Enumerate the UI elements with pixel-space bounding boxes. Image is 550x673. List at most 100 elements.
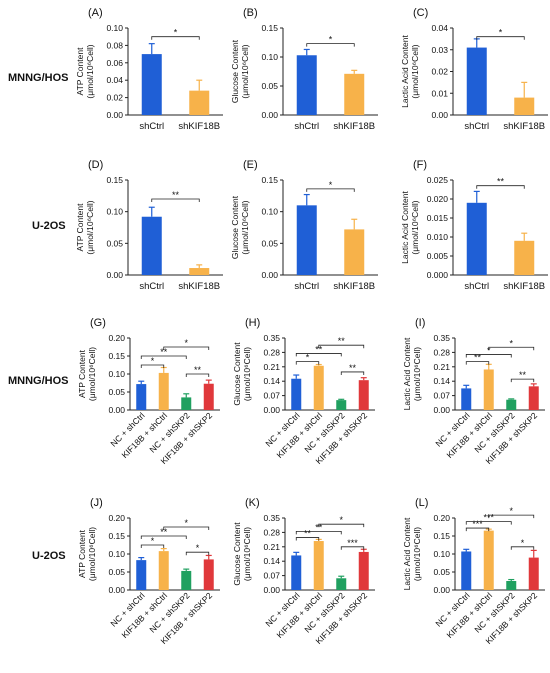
panel-f-bar <box>466 202 487 275</box>
panel-a-ylabel: ATP Content(μmol/10⁶Cell) <box>75 44 95 98</box>
panel-c-ytick-label: 0.04 <box>431 23 448 33</box>
panel-f-ylabel: Lactic Acid Content(μmol/10⁶Cell) <box>400 190 420 263</box>
panel-b-sig-bracket <box>306 43 355 47</box>
panel-f-letter: (F) <box>413 159 427 171</box>
panel-d-ytick-label: 0.15 <box>106 175 123 185</box>
panel-a-sig-label: * <box>174 28 178 38</box>
panel-l-ytick-label: 0.10 <box>433 549 450 559</box>
panel-e-ytick-label: 0.05 <box>261 238 278 248</box>
panel-j-bar <box>158 551 169 590</box>
panel-j: (J) 0.00 0.05 0.10 0.15 0.20 ATP Content(μmol/… <box>77 497 220 646</box>
panel-l-ytick-label: 0.15 <box>433 531 450 541</box>
panel-g-ytick-label: 0.05 <box>108 387 125 397</box>
panel-h-sig-label: ** <box>338 336 346 346</box>
panel-g-sig-label: * <box>151 356 155 366</box>
panel-h: (H) 0.00 0.07 0.14 0.21 0.28 0.35 Glucose Conte… <box>232 317 375 466</box>
panel-l-sig-bracket <box>510 546 535 550</box>
panel-j-letter: (J) <box>90 497 103 509</box>
panel-l-sig-bracket <box>465 527 490 532</box>
panel-i-bar <box>528 386 539 410</box>
panel-a-bar <box>189 90 210 115</box>
panel-j-bar <box>136 560 147 590</box>
panel-l-sig-label: * <box>509 506 513 516</box>
panel-b-letter: (B) <box>243 7 258 19</box>
panel-g-bar <box>181 397 192 410</box>
panel-d-sig-bracket <box>151 198 200 202</box>
panel-c-ytick-label: 0.02 <box>431 67 448 77</box>
panel-b-xtick-label: shKIF18B <box>333 121 375 132</box>
row-label-1: MNNG/HOS <box>8 72 69 84</box>
panel-i-ytick-label: 0.35 <box>433 333 450 343</box>
panel-f-xtick-label: shKIF18B <box>503 281 545 292</box>
panel-g-ytick-label: 0.00 <box>108 405 125 415</box>
panel-g-ytick-label: 0.10 <box>108 369 125 379</box>
panel-b-bar <box>344 73 365 115</box>
panel-i-ylabel: Lactic Acid Content(μmol/10⁶Cell) <box>402 337 422 410</box>
panel-g-sig-bracket <box>163 346 210 350</box>
panel-f-ytick-label: 0.010 <box>427 232 449 242</box>
panel-k-sig-bracket <box>295 537 320 541</box>
panel-l-sig-bracket <box>465 521 512 525</box>
panel-b-ylabel: Glucose Content(μmol/10⁶Cell) <box>230 39 250 103</box>
panel-a-ytick-label: 0.10 <box>106 23 123 33</box>
panel-d-ytick-label: 0.10 <box>106 207 123 217</box>
panel-h-bar <box>291 378 302 410</box>
panel-a-xtick-label: shCtrl <box>139 121 164 132</box>
panel-k-bar <box>291 555 302 590</box>
panel-k-sig-label: ** <box>315 522 323 532</box>
panel-j-sig-bracket <box>163 526 210 530</box>
panel-i-sig-label: * <box>509 338 513 348</box>
panel-d-bar <box>141 216 162 275</box>
panel-g-bar <box>203 383 214 410</box>
panel-d: (D) 0.00 0.05 0.10 0.15 ATP Content(μmol/10⁶C… <box>75 159 223 292</box>
panel-a-letter: (A) <box>88 7 103 19</box>
panel-h-sig-bracket <box>340 371 365 375</box>
panel-i-ytick-label: 0.07 <box>433 391 450 401</box>
panel-a-xtick-label: shKIF18B <box>178 121 220 132</box>
panel-i-ytick-label: 0.21 <box>433 362 450 372</box>
panel-i-sig-label: ** <box>474 353 482 363</box>
panel-i-sig-bracket <box>465 354 512 358</box>
panel-d-ylabel: ATP Content(μmol/10⁶Cell) <box>75 200 95 254</box>
panel-f-bar <box>514 240 535 275</box>
panel-b-ytick-label: 0.05 <box>261 81 278 91</box>
panel-j-ytick-label: 0.05 <box>108 567 125 577</box>
panel-l-bar <box>483 530 494 590</box>
panel-i-bar <box>506 399 517 410</box>
panel-a: (A) 0.00 0.02 0.04 0.06 0.08 0.10 ATP Content(μ… <box>75 7 223 132</box>
panel-j-ytick-label: 0.00 <box>108 585 125 595</box>
panel-b-ytick-label: 0.15 <box>261 23 278 33</box>
panel-l-sig-bracket <box>488 514 535 519</box>
panel-h-ytick-label: 0.00 <box>263 405 280 415</box>
panel-k-bar <box>313 541 324 590</box>
panel-h-sig-label: ** <box>315 344 323 354</box>
panel-i-sig-label: ** <box>519 370 527 380</box>
panel-d-ytick-label: 0.05 <box>106 238 123 248</box>
panel-k-sig-bracket <box>318 523 365 528</box>
panel-j-bar <box>181 570 192 590</box>
panel-h-bar <box>336 400 347 410</box>
panel-k: (K) 0.00 0.07 0.14 0.21 0.28 0.35 Glucose Conte… <box>232 497 375 646</box>
panel-h-ylabel: Glucose Content(μmol/10⁶Cell) <box>232 342 252 406</box>
panel-b: (B) 0.00 0.05 0.10 0.15 Glucose Content(μmol/… <box>230 7 378 132</box>
panel-c-ytick-label: 0.03 <box>431 45 448 55</box>
panel-k-sig-label: * <box>339 515 343 525</box>
panel-g: (G) 0.00 0.05 0.10 0.15 0.20 ATP Content(μmol/… <box>77 317 220 466</box>
panel-j-ytick-label: 0.10 <box>108 549 125 559</box>
panel-a-ytick-label: 0.00 <box>106 110 123 120</box>
panel-e-ytick-label: 0.10 <box>261 207 278 217</box>
panel-k-bar <box>358 551 369 590</box>
panel-g-ytick-label: 0.15 <box>108 351 125 361</box>
panel-g-bar <box>158 372 169 410</box>
panel-e-sig-label: * <box>329 180 333 190</box>
panel-f-xtick-label: shCtrl <box>464 281 489 292</box>
panel-g-sig-label: * <box>184 338 188 348</box>
panel-g-ytick-label: 0.20 <box>108 333 125 343</box>
panel-k-sig-bracket <box>340 546 365 550</box>
panel-f-sig-bracket <box>476 185 525 189</box>
panel-k-ytick-label: 0.28 <box>263 527 280 537</box>
panel-d-letter: (D) <box>88 159 103 171</box>
panel-g-sig-label: ** <box>160 347 168 357</box>
panel-a-bar <box>141 54 162 115</box>
